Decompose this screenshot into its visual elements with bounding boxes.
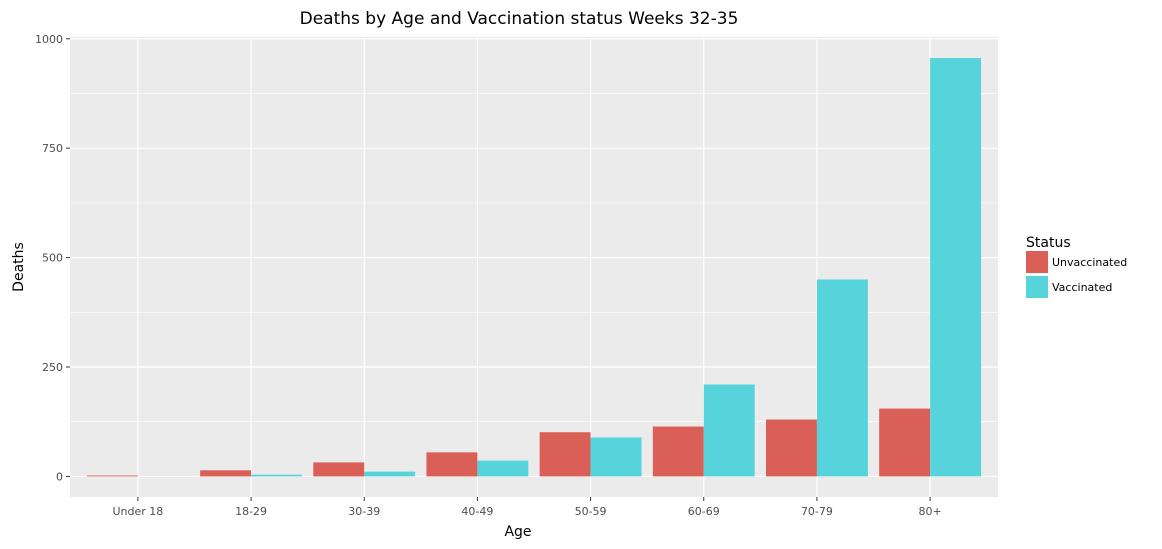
- y-tick-label: 750: [42, 142, 63, 155]
- y-axis: 0 250 500 750 1000: [35, 33, 70, 483]
- bars: [86, 58, 982, 477]
- bar-unvaccinated-5: [652, 426, 704, 477]
- y-tick-label: 1000: [35, 33, 63, 46]
- legend-label-unvaccinated: Unvaccinated: [1052, 256, 1127, 269]
- x-axis: Under 18 18-29 30-39 40-49 50-59 60-69 70-79 80…: [113, 497, 942, 518]
- x-tick-label: 30-39: [348, 505, 380, 518]
- bar-unvaccinated-0: [86, 475, 138, 477]
- x-tick-label: 40-49: [461, 505, 493, 518]
- bar-vaccinated-5: [703, 384, 755, 477]
- bar-vaccinated-4: [590, 437, 642, 477]
- y-tick-label: 500: [42, 252, 63, 265]
- x-tick-label: 60-69: [688, 505, 720, 518]
- legend-swatch-unvaccinated: [1026, 251, 1048, 273]
- x-tick-label: 80+: [918, 505, 941, 518]
- y-axis-title: Deaths: [11, 242, 27, 292]
- x-tick-label: 50-59: [575, 505, 607, 518]
- y-tick-label: 0: [56, 470, 63, 483]
- bar-unvaccinated-3: [426, 452, 478, 477]
- x-tick-label: 18-29: [235, 505, 267, 518]
- legend-label-vaccinated: Vaccinated: [1052, 281, 1112, 294]
- legend-title: Status: [1026, 235, 1071, 251]
- bar-vaccinated-6: [816, 279, 868, 477]
- legend: Status Unvaccinated Vaccinated: [1026, 235, 1127, 298]
- bar-unvaccinated-6: [766, 419, 817, 477]
- y-tick-label: 250: [42, 361, 63, 374]
- x-tick-label: 70-79: [801, 505, 833, 518]
- bar-unvaccinated-7: [879, 408, 931, 477]
- legend-swatch-vaccinated: [1026, 276, 1048, 298]
- bar-vaccinated-3: [477, 460, 529, 477]
- bar-unvaccinated-2: [313, 462, 365, 477]
- bar-vaccinated-1: [251, 474, 302, 477]
- x-tick-label: Under 18: [113, 505, 164, 518]
- bar-unvaccinated-1: [200, 470, 252, 477]
- bar-vaccinated-7: [930, 58, 982, 477]
- bar-vaccinated-2: [364, 471, 416, 477]
- chart-title: Deaths by Age and Vaccination status Wee…: [300, 9, 739, 29]
- x-axis-title: Age: [504, 524, 531, 540]
- grid-major: [70, 37, 998, 497]
- bar-unvaccinated-4: [539, 432, 591, 477]
